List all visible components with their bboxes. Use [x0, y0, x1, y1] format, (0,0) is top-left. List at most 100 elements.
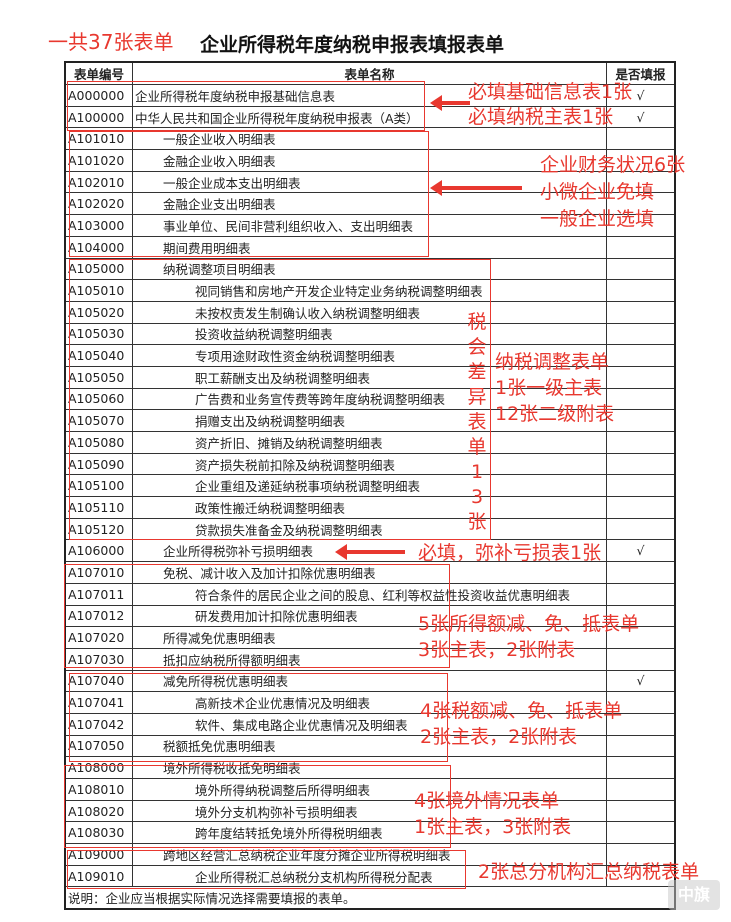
note-row: 说明：企业应当根据实际情况选择需要填报的表单。 [64, 886, 676, 910]
annotation-adjust-2: 1张一级主表 [495, 377, 603, 399]
filled-check [606, 778, 676, 801]
form-code: A107042 [64, 712, 133, 736]
annotation-adjust-3: 12张二级附表 [495, 403, 615, 425]
annotation-finance-2: 小微企业免填 [540, 181, 655, 203]
filled-check: √ [606, 539, 676, 563]
watermark-logo: 中旗 [668, 880, 720, 910]
filled-check [606, 431, 676, 454]
box-adjust [69, 259, 491, 540]
annotation-foreign-1: 4张境外情况表单 [414, 790, 560, 812]
form-name: 广告费和业务宣传费等跨年度纳税调整明细表 [132, 387, 607, 411]
form-name: 事业单位、民间非营利组织收入、支出明细表 [132, 214, 607, 237]
filled-check [606, 322, 676, 346]
form-name: 软件、集成电路企业优惠情况及明细表 [132, 712, 607, 736]
arrow-left-icon [430, 180, 522, 196]
form-code: A103000 [64, 214, 133, 237]
table-row: A101020 金融企业收入明细表 [64, 149, 676, 172]
filled-check [606, 149, 676, 172]
arrow-left-icon [430, 95, 470, 111]
box-branch [67, 850, 466, 889]
annotation-income-2: 3张主表，2张附表 [418, 639, 576, 661]
table-row: A102020 金融企业支出明细表 [64, 192, 676, 216]
box-foreign [64, 765, 451, 848]
filled-check [606, 496, 676, 519]
table-row: A105020 未按权责发生制确认收入纳税调整明细表 [64, 300, 676, 324]
filled-check: √ [606, 669, 676, 693]
filled-check [606, 756, 676, 779]
forms-table: 表单编号 表单名称 是否填报 A000000 企业所得税年度纳税申报基础信息表 √ A… [64, 61, 676, 911]
form-name: 一般企业收入明细表 [132, 127, 607, 151]
form-name: 资产折旧、摊销及纳税调整明细表 [132, 431, 607, 454]
filled-check [606, 409, 676, 432]
filled-check [606, 517, 676, 541]
table-row: A105080 资产折旧、摊销及纳税调整明细表 [64, 431, 676, 454]
filled-check [606, 300, 676, 324]
form-code: A102010 [64, 170, 133, 194]
box-required [67, 81, 425, 131]
table-row: A105100 企业重组及递延纳税事项纳税调整明细表 [64, 474, 676, 498]
form-name: 税额抵免优惠明细表 [132, 734, 607, 758]
form-code: A105120 [64, 517, 133, 541]
table-row: A103000 事业单位、民间非营利组织收入、支出明细表 [64, 214, 676, 237]
form-name: 金融企业收入明细表 [132, 149, 607, 172]
filled-check [606, 647, 676, 671]
table-note: 说明：企业应当根据实际情况选择需要填报的表单。 [64, 886, 676, 910]
arrow-left-icon [335, 544, 405, 560]
filled-check [606, 235, 676, 259]
filled-check [606, 127, 676, 151]
box-finance [69, 131, 429, 257]
form-code: A101010 [64, 127, 133, 151]
form-name: 专项用途财政性资金纳税调整明细表 [132, 344, 607, 367]
form-name: 投资收益纳税调整明细表 [132, 322, 607, 346]
form-code: A105050 [64, 365, 133, 389]
annotation-basic-info: 必填基础信息表1张 [468, 81, 633, 103]
table-row: A000000 企业所得税年度纳税申报基础信息表 √ [64, 84, 676, 107]
table-row: A105070 捐赠支出及纳税调整明细表 [64, 409, 676, 432]
table-row: A107041 高新技术企业优惠情况及明细表 [64, 691, 676, 714]
filled-check [606, 279, 676, 302]
form-code: A107010 [64, 561, 133, 584]
box-taxamt [69, 673, 448, 762]
table-row: A105050 职工薪酬支出及纳税调整明细表 [64, 365, 676, 389]
page-title: 企业所得税年度纳税申报表填报表单 [200, 34, 505, 56]
annotation-income-1: 5张所得额减、免、抵表单 [418, 613, 640, 635]
filled-check: √ [606, 105, 676, 129]
form-name: 企业所得税汇总纳税分支机构所得税分配表 [132, 864, 607, 888]
form-code: A107011 [64, 582, 133, 606]
form-code: A107050 [64, 734, 133, 758]
table-header-row: 表单编号 表单名称 是否填报 [64, 61, 676, 85]
form-code: A105020 [64, 300, 133, 324]
form-code: A102020 [64, 192, 133, 216]
annotation-diff-vertical: 税会差异表单13张 [467, 311, 487, 533]
table-row: A101010 一般企业收入明细表 [64, 127, 676, 151]
filled-check [606, 365, 676, 389]
filled-check [606, 387, 676, 411]
filled-check [606, 344, 676, 367]
form-code: A105090 [64, 452, 133, 476]
form-code: A106000 [64, 539, 133, 563]
annotation-branch: 2张总分机构汇总纳税表单 [478, 861, 700, 883]
table-row: A107042 软件、集成电路企业优惠情况及明细表 [64, 712, 676, 736]
form-name: 企业所得税年度纳税申报基础信息表 [132, 84, 607, 107]
form-code: A107041 [64, 691, 133, 714]
annotation-loss: 必填，弥补亏损表1张 [418, 542, 602, 564]
table-row: A109010 企业所得税汇总纳税分支机构所得税分配表 [64, 864, 676, 888]
table-row: A105060 广告费和业务宣传费等跨年度纳税调整明细表 [64, 387, 676, 411]
filled-check [606, 257, 676, 281]
annotation-finance-3: 一般企业选填 [540, 208, 655, 230]
total-forms-annotation: 一共37张表单 [48, 30, 174, 54]
filled-check [606, 452, 676, 476]
box-income [64, 564, 450, 668]
filled-check [606, 734, 676, 758]
table-row: A105030 投资收益纳税调整明细表 [64, 322, 676, 346]
table-row: A108020 境外分支机构弥补亏损明细表 [64, 799, 676, 823]
form-code: A105100 [64, 474, 133, 498]
table-row: A105090 资产损失税前扣除及纳税调整明细表 [64, 452, 676, 476]
form-name: 期间费用明细表 [132, 235, 607, 259]
annotation-taxamt-1: 4张税额减、免、抵表单 [420, 700, 623, 722]
filled-check [606, 170, 676, 194]
annotation-main-form: 必填纳税主表1张 [468, 106, 614, 128]
table-row: A105040 专项用途财政性资金纳税调整明细表 [64, 344, 676, 367]
table-row: A105000 纳税调整项目明细表 [64, 257, 676, 281]
